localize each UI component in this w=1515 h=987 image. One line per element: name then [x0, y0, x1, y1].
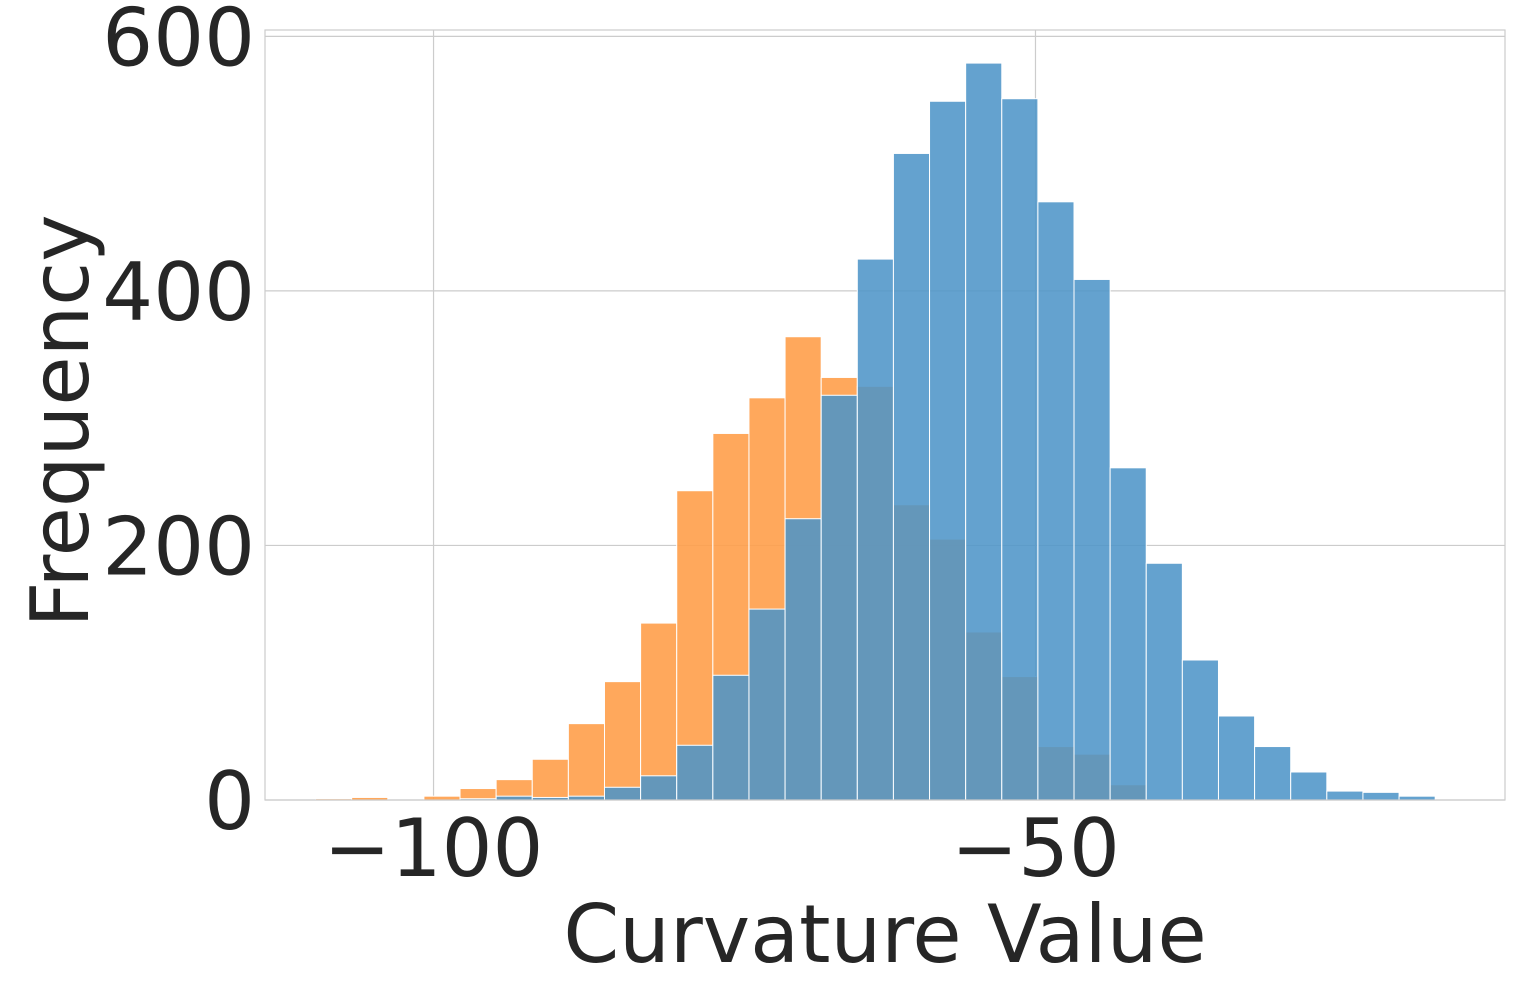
- series-1-bar-11: [856, 258, 894, 801]
- series-1-bar-24: [1326, 790, 1364, 801]
- series-0-bar-9: [640, 622, 678, 801]
- series-1-bar-23: [1290, 771, 1328, 801]
- series-1-bar-13: [929, 100, 967, 801]
- series-1-bar-12: [892, 152, 931, 801]
- plot-frame: [264, 29, 1506, 801]
- series-1-bar-25: [1362, 791, 1400, 801]
- x-tick-label-0: −100: [324, 802, 544, 895]
- series-1-bar-18: [1109, 467, 1147, 801]
- x-tick-labels: −100 −50: [324, 802, 1120, 895]
- y-tick-labels: 0 200 400 600: [102, 0, 255, 848]
- series-1-bar-15: [1001, 98, 1039, 801]
- x-axis-label: Curvature Value: [563, 888, 1206, 981]
- series-1: [459, 62, 1436, 801]
- series-1-bar-5: [640, 775, 678, 801]
- series-1-bar-4: [603, 786, 642, 801]
- series-1-bar-19: [1145, 562, 1183, 801]
- y-tick-label-2: 400: [102, 246, 255, 339]
- series-1-bar-22: [1254, 746, 1292, 801]
- series-0-bar-8: [603, 681, 642, 801]
- y-tick-label-1: 200: [102, 500, 255, 593]
- series-1-bar-20: [1181, 659, 1219, 801]
- y-tick-label-0: 0: [204, 755, 255, 848]
- series-1-bar-14: [965, 62, 1003, 801]
- y-tick-label-3: 600: [102, 0, 255, 84]
- series-1-bar-17: [1073, 278, 1111, 801]
- series-1-bar-10: [820, 394, 858, 801]
- series-1-bar-9: [784, 518, 822, 801]
- series-1-bar-16: [1037, 201, 1075, 801]
- series-0-bar-6: [531, 758, 569, 801]
- y-axis-label: Frequency: [14, 214, 107, 627]
- x-tick-label-1: −50: [951, 802, 1120, 895]
- series-0-bar-7: [567, 723, 605, 801]
- series-1-bar-7: [712, 674, 750, 801]
- series-1-bar-6: [676, 744, 714, 801]
- series-1-bar-21: [1217, 715, 1256, 801]
- histogram-bars: [315, 62, 1436, 801]
- series-1-bar-8: [748, 608, 786, 801]
